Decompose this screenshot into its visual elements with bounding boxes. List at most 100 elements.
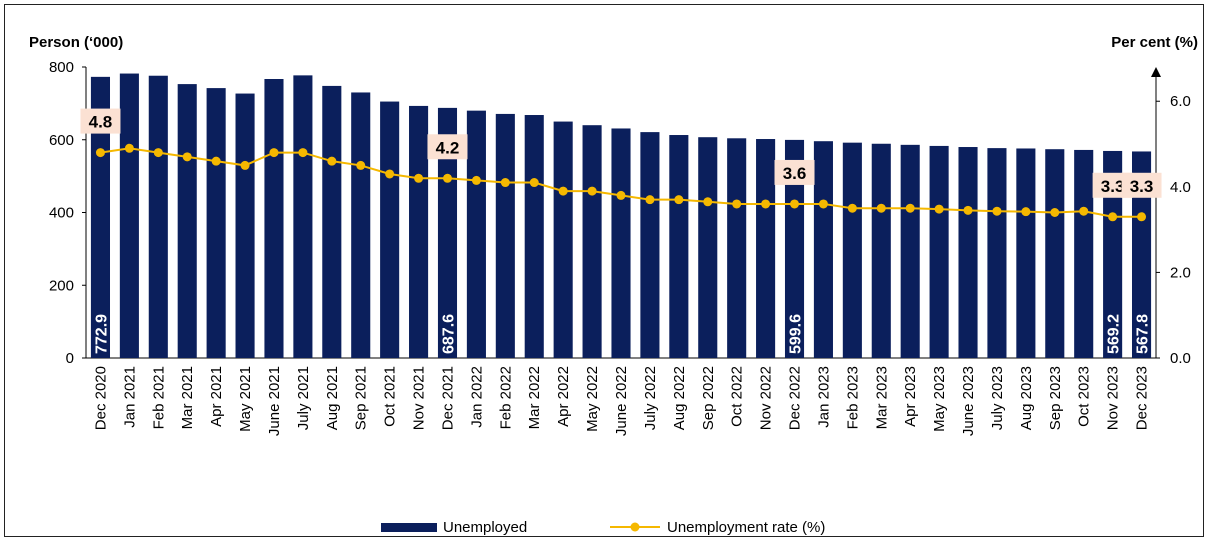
rate-point: [732, 199, 742, 209]
rate-point: [1079, 206, 1089, 216]
x-tick-label: Mar 2023: [873, 366, 890, 429]
rate-line: [95, 143, 1147, 222]
bar-unemployed: [842, 142, 862, 358]
rate-point: [587, 186, 597, 196]
bar-unemployed: [958, 147, 978, 358]
bar-unemployed: [871, 143, 891, 358]
x-tick-label: Dec 2023: [1134, 366, 1151, 430]
x-tick-label: July 2022: [642, 366, 659, 430]
rate-label-box: [427, 134, 468, 160]
rate-value-label: 4.8: [89, 113, 113, 132]
bar-unemployed: [206, 88, 226, 358]
rate-label-box: [774, 159, 815, 185]
bar-unemployed: [177, 84, 197, 358]
x-tick-label: June 2021: [266, 366, 283, 436]
x-tick-label: Sep 2021: [353, 366, 370, 430]
rate-point: [442, 173, 452, 183]
x-tick-label: Sep 2022: [700, 366, 717, 430]
bar-value-label: 772.9: [93, 314, 110, 354]
x-tick-label: July 2023: [989, 366, 1006, 430]
left-tick-label: 200: [49, 277, 74, 294]
x-tick-label: Feb 2022: [497, 366, 514, 429]
rate-point: [356, 160, 366, 170]
legend-bar-swatch: [381, 523, 437, 532]
legend-label-unemployed: Unemployed: [443, 519, 527, 536]
rate-value-label: 3.3: [1101, 177, 1125, 196]
left-tick-label: 600: [49, 132, 74, 149]
bar-unemployed: [756, 139, 776, 358]
rate-point: [327, 156, 337, 166]
rate-point: [818, 199, 828, 209]
bar-unemployed: [264, 79, 284, 358]
rate-point: [471, 175, 481, 185]
chart-svg: 0 200 400 600 800 0.0 2.0 4.0 6.0 772.9 687.6 599.…: [29, 34, 1198, 536]
legend: Unemployed Unemployment rate (%): [381, 519, 825, 536]
x-tick-label: Aug 2021: [324, 366, 341, 430]
x-tick-label: Apr 2023: [902, 366, 919, 427]
bar-unemployed: [437, 107, 458, 358]
right-tick-label: 2.0: [1170, 264, 1191, 281]
bar-unemployed: [148, 75, 168, 358]
x-tick-label: Oct 2023: [1076, 366, 1093, 427]
left-tick-label: 0: [66, 350, 74, 367]
rate-point: [703, 197, 713, 207]
x-tick-label: July 2021: [295, 366, 312, 430]
x-tick-label: Dec 2020: [92, 366, 109, 430]
x-tick-label: Jan 2021: [121, 366, 138, 428]
bar-unemployed: [466, 110, 486, 359]
rate-labels: 4.8 4.2 3.6 3.3 3.3: [80, 108, 1162, 198]
x-tick-label: Oct 2021: [382, 366, 399, 427]
bar-unemployed: [640, 132, 660, 358]
bar-unemployed: [119, 73, 139, 359]
x-tick-label: Nov 2022: [758, 366, 775, 430]
bar-value-label: 599.6: [788, 314, 805, 354]
rate-point: [1050, 208, 1060, 217]
right-axis-title: Per cent (%): [1111, 34, 1198, 51]
rate-point: [790, 199, 800, 209]
rate-point: [153, 148, 163, 158]
bar-unemployed: [90, 76, 111, 358]
bar-unemployed: [1131, 151, 1152, 358]
rate-point: [414, 173, 424, 183]
rate-point: [645, 195, 655, 205]
x-tick-label: Nov 2021: [411, 366, 428, 430]
bar-unemployed: [1074, 149, 1094, 358]
x-tick-label: Apr 2021: [208, 366, 225, 427]
rate-point: [963, 205, 973, 215]
rate-point: [905, 203, 915, 213]
rate-label-box: [80, 108, 121, 134]
x-tick-label: Dec 2022: [787, 366, 804, 430]
rate-value-label: 3.3: [1130, 177, 1154, 196]
rate-point: [182, 152, 192, 162]
x-tick-label: May 2022: [584, 366, 601, 432]
bar-unemployed: [293, 75, 313, 359]
bar-unemployed: [900, 144, 920, 358]
x-tick-label: Jan 2023: [815, 366, 832, 428]
bar-unemployed: [727, 138, 747, 358]
rate-point: [529, 178, 539, 188]
bar-unemployed: [582, 125, 602, 358]
bar-unemployed: [235, 93, 255, 359]
rate-point: [1137, 212, 1147, 222]
legend-line-marker: [630, 522, 640, 532]
bar-unemployed: [1103, 150, 1123, 358]
bar-unemployed: [784, 139, 805, 358]
x-tick-label: Mar 2022: [526, 366, 543, 429]
bar-unemployed: [987, 148, 1007, 358]
bar-unemployed: [351, 92, 371, 359]
x-tick-label: June 2022: [613, 366, 630, 436]
bar-unemployed: [813, 141, 833, 358]
left-tick-label: 400: [49, 205, 74, 222]
right-tick-label: 4.0: [1170, 179, 1191, 196]
bar-unemployed: [409, 105, 429, 358]
legend-label-rate: Unemployment rate (%): [667, 519, 825, 536]
rate-point: [992, 206, 1002, 216]
axes: 0 200 400 600 800 0.0 2.0 4.0 6.0: [49, 59, 1191, 367]
bars: [90, 73, 1152, 359]
bar-unemployed: [524, 115, 544, 358]
bar-unemployed: [495, 113, 515, 358]
left-axis-title: Person (‘000): [29, 34, 123, 51]
rate-point: [616, 190, 626, 200]
x-tick-label: Apr 2022: [555, 366, 572, 427]
x-tick-labels: Dec 2020 Jan 2021 Feb 2021 Mar 2021 Apr 2021…: [92, 366, 1150, 436]
